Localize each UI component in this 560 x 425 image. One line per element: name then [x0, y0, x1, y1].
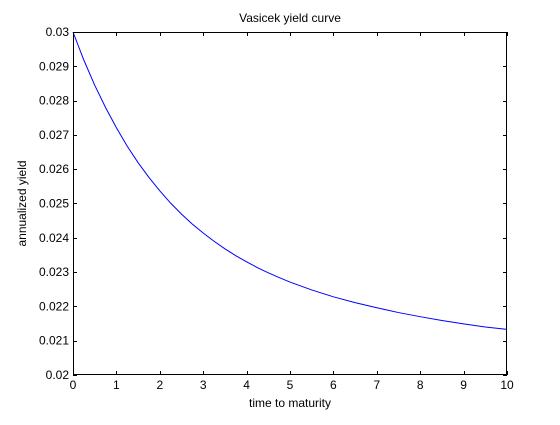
x-tick-label: 2: [156, 378, 163, 392]
x-tick-label: 3: [200, 378, 207, 392]
x-tick-label: 10: [500, 378, 514, 392]
y-tick-label: 0.029: [39, 59, 69, 73]
y-tick-label: 0.028: [39, 94, 69, 108]
x-tick-label: 8: [417, 378, 424, 392]
x-axis-label: time to maturity: [249, 396, 331, 410]
y-tick-label: 0.027: [39, 128, 69, 142]
axes-frame: [73, 32, 507, 375]
y-tick-label: 0.02: [46, 368, 70, 382]
y-tick-label: 0.025: [39, 197, 69, 211]
chart-title: Vasicek yield curve: [239, 11, 341, 25]
y-tick-label: 0.021: [39, 334, 69, 348]
x-tick-label: 6: [330, 378, 337, 392]
x-tick-label: 4: [243, 378, 250, 392]
x-tick-label: 5: [287, 378, 294, 392]
plot-area: [73, 32, 507, 375]
x-tick-label: 1: [113, 378, 120, 392]
x-tick-label: 7: [373, 378, 380, 392]
y-tick-label: 0.024: [39, 231, 69, 245]
y-axis-label: annualized yield: [15, 160, 29, 246]
y-tick-label: 0.022: [39, 299, 69, 313]
x-tick-label: 0: [70, 378, 77, 392]
x-tick-label: 9: [460, 378, 467, 392]
tick-labels: 0 1 2 3 4 5 6 7 8 9 10 0.02 0.021 0.022 0.023 0.024 0.02…: [39, 25, 514, 392]
y-tick-label: 0.023: [39, 265, 69, 279]
y-tick-label: 0.026: [39, 162, 69, 176]
y-tick-label: 0.03: [46, 25, 70, 39]
series-line-yield: [72, 31, 508, 330]
